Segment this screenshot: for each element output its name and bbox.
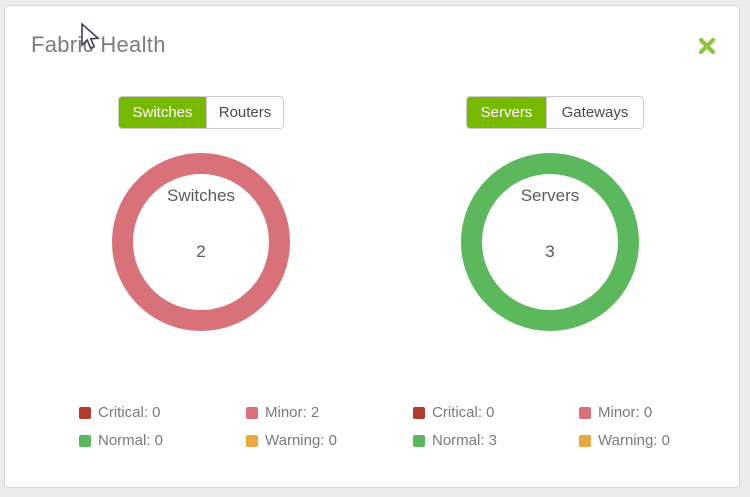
servers-donut-value: 3	[545, 242, 555, 261]
normal-swatch-icon	[79, 434, 91, 447]
legend-label: Warning: 0	[265, 432, 337, 449]
legend-item-critical[interactable]: Critical: 0	[413, 404, 579, 421]
servers-donut-ring[interactable]	[461, 153, 639, 331]
toggle-group-servers-gateways: Servers Gateways	[466, 96, 644, 129]
toggle-servers[interactable]: Servers	[467, 97, 546, 128]
switches-donut-label: Switches	[166, 186, 236, 205]
legend-item-warning[interactable]: Warning: 0	[246, 432, 337, 449]
servers-donut-label: Servers	[520, 186, 580, 205]
normal-swatch-icon	[413, 434, 425, 447]
toggle-gateways[interactable]: Gateways	[546, 97, 643, 128]
legend-label: Minor: 0	[598, 404, 653, 421]
servers-donut-chart: Servers 3	[455, 147, 645, 337]
switches-legend: Critical: 0 Minor: 2 Normal: 0 Warning: …	[79, 404, 337, 449]
switches-donut-chart: Switches 2	[106, 147, 296, 337]
switches-donut-value: 2	[196, 242, 206, 261]
legend-item-minor[interactable]: Minor: 2	[246, 404, 337, 421]
legend-item-minor[interactable]: Minor: 0	[579, 404, 670, 421]
legend-label: Critical: 0	[432, 404, 495, 421]
legend-item-warning[interactable]: Warning: 0	[579, 432, 670, 449]
legend-item-normal[interactable]: Normal: 3	[413, 432, 579, 449]
toggle-switches[interactable]: Switches	[119, 97, 206, 128]
critical-swatch-icon	[413, 406, 425, 419]
page-title: Fabric Health	[31, 32, 166, 57]
close-icon	[698, 37, 716, 55]
switches-donut-ring[interactable]	[112, 153, 290, 331]
close-button[interactable]	[698, 37, 716, 55]
legend-item-normal[interactable]: Normal: 0	[79, 432, 246, 449]
legend-label: Critical: 0	[98, 404, 161, 421]
minor-swatch-icon	[246, 406, 258, 419]
toggle-group-switches-routers: Switches Routers	[118, 96, 284, 129]
toggle-routers[interactable]: Routers	[206, 97, 283, 128]
critical-swatch-icon	[79, 406, 91, 419]
legend-label: Normal: 0	[98, 432, 164, 449]
legend-label: Normal: 3	[432, 432, 498, 449]
warning-swatch-icon	[246, 434, 258, 447]
legend-label: Minor: 2	[265, 404, 320, 421]
legend-item-critical[interactable]: Critical: 0	[79, 404, 246, 421]
servers-legend: Critical: 0 Minor: 0 Normal: 3 Warning: …	[413, 404, 670, 449]
fabric-health-dialog: Fabric Health Switches Routers Servers G…	[4, 5, 740, 488]
legend-label: Warning: 0	[598, 432, 670, 449]
warning-swatch-icon	[579, 434, 591, 447]
minor-swatch-icon	[579, 406, 591, 419]
